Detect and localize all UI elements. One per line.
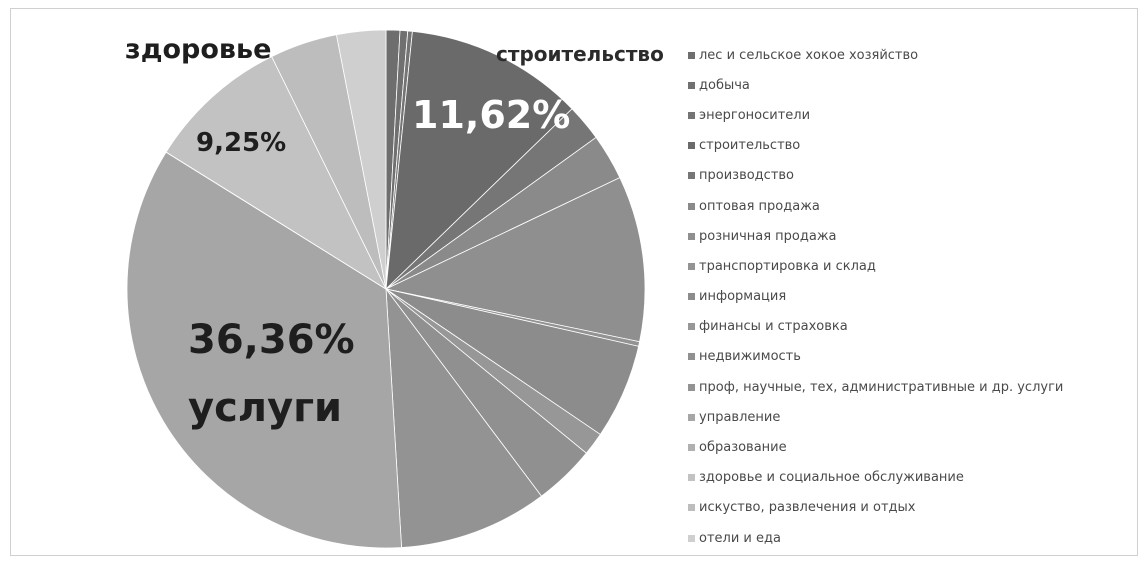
pie-slice-12 (126, 151, 402, 549)
legend-label: проф, научные, тех, административные и д… (699, 379, 1064, 395)
legend-swatch (688, 353, 695, 361)
legend-label: энергоносители (699, 107, 811, 123)
legend-swatch (688, 51, 695, 59)
label-construction-percent: 11,62% (412, 93, 571, 137)
legend-swatch (688, 202, 695, 210)
legend-item: энергоносители (688, 100, 1063, 130)
legend-item: оптовая продажа (688, 191, 1063, 221)
pie-slice-16 (335, 29, 387, 290)
label-services-percent: 36,36% (188, 317, 355, 363)
chart-legend: лес и сельское хокое хозяйство добыча энер… (688, 40, 1063, 553)
legend-label: образование (699, 440, 787, 456)
legend-swatch (688, 293, 695, 301)
legend-item: лес и сельское хокое хозяйство (688, 40, 1063, 70)
legend-swatch (688, 262, 695, 270)
legend-label: лес и сельское хокое хозяйство (699, 47, 919, 63)
legend-item: добыча (688, 70, 1063, 100)
legend-label: оптовая продажа (699, 198, 820, 214)
legend-item: розничная продажа (688, 221, 1063, 251)
legend-item: транспортировка и склад (688, 251, 1063, 281)
pie-slice-11 (385, 287, 543, 548)
legend-item: здоровье и социальное обслуживание (688, 463, 1063, 493)
legend-item: отели и еда (688, 523, 1063, 553)
legend-item: недвижимость (688, 342, 1063, 372)
legend-label: отели и еда (699, 530, 781, 546)
pie-slice-6 (384, 177, 646, 343)
legend-swatch (688, 81, 695, 89)
legend-item: искуство, развлечения и отдых (688, 493, 1063, 523)
legend-label: искуство, развлечения и отдых (699, 500, 916, 516)
legend-label: добыча (699, 77, 750, 93)
label-services-name: услуги (188, 385, 343, 431)
legend-item: производство (688, 161, 1063, 191)
legend-label: строительство (699, 138, 801, 154)
legend-label: информация (699, 289, 787, 305)
chart-frame (10, 8, 1138, 556)
legend-swatch (688, 172, 695, 180)
legend-item: финансы и страховка (688, 312, 1063, 342)
legend-item: управление (688, 402, 1063, 432)
pie-slice-14 (165, 56, 387, 291)
legend-item: образование (688, 432, 1063, 462)
legend-label: недвижимость (699, 349, 801, 365)
legend-swatch (688, 142, 695, 150)
legend-swatch (688, 474, 695, 482)
label-health-percent: 9,25% (196, 128, 287, 158)
legend-label: финансы и страховка (699, 319, 848, 335)
legend-label: транспортировка и склад (699, 258, 876, 274)
legend-item: строительство (688, 131, 1063, 161)
legend-swatch (688, 111, 695, 119)
pie-slice-3 (385, 30, 573, 291)
legend-swatch (688, 232, 695, 240)
legend-swatch (688, 504, 695, 512)
legend-swatch (688, 444, 695, 452)
legend-swatch (688, 534, 695, 542)
legend-label: здоровье и социальное обслуживание (699, 470, 964, 486)
legend-label: управление (699, 409, 781, 425)
legend-swatch (688, 413, 695, 421)
label-construction-name: строительство (496, 42, 664, 66)
legend-label: розничная продажа (699, 228, 837, 244)
legend-swatch (688, 323, 695, 331)
legend-item: информация (688, 282, 1063, 312)
legend-swatch (688, 383, 695, 391)
legend-label: производство (699, 168, 795, 184)
label-health-name: здоровье (125, 34, 272, 65)
legend-item: проф, научные, тех, административные и д… (688, 372, 1063, 402)
